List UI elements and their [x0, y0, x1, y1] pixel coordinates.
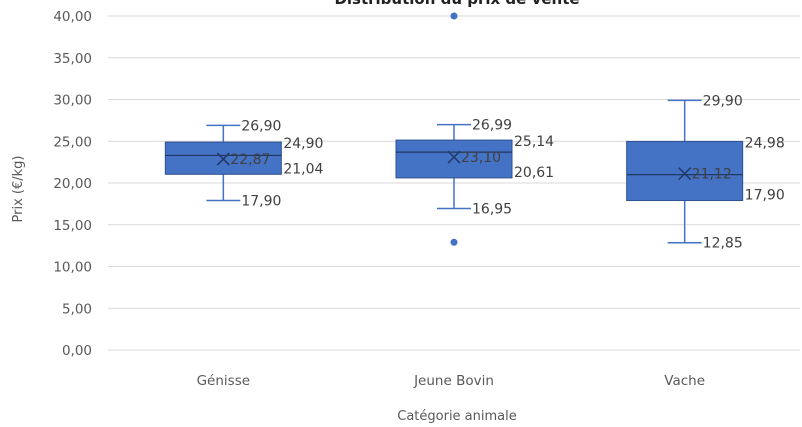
label-max: 29,90	[703, 93, 743, 109]
label-min: 16,95	[472, 201, 512, 217]
y-tick-label: 15,00	[53, 218, 92, 234]
label-mean: 22,87	[230, 152, 270, 168]
label-min: 17,90	[241, 194, 281, 210]
box-body	[395, 139, 513, 179]
x-axis-title: Catégorie animale	[397, 409, 517, 424]
boxes: 26,90 17,90 24,90 21,04 22,87 26,99 16,95 25,14…	[164, 12, 785, 252]
label-mean: 21,12	[692, 167, 732, 183]
y-axis-title: Prix (€/kg)	[11, 156, 26, 223]
x-category-label: Vache	[664, 373, 705, 389]
outlier-point	[450, 12, 458, 20]
y-tick-label: 25,00	[53, 134, 92, 150]
label-q1: 20,61	[514, 165, 554, 181]
label-max: 26,99	[472, 118, 512, 134]
outlier-point	[450, 238, 458, 246]
x-category-label: Jeune Bovin	[413, 373, 494, 389]
y-tick-label: 35,00	[53, 51, 92, 67]
mean-marker	[678, 167, 692, 181]
label-max: 26,90	[241, 118, 281, 134]
box-3: 29,90 12,85 24,98 17,90 21,12	[626, 93, 785, 252]
y-tick-label: 20,00	[53, 176, 92, 192]
y-tick-label: 10,00	[53, 260, 92, 276]
label-min: 12,85	[703, 236, 743, 252]
box-1: 26,90 17,90 24,90 21,04 22,87	[164, 118, 324, 210]
y-tick-label: 30,00	[53, 93, 92, 109]
label-mean: 23,10	[461, 150, 501, 166]
mean-marker	[216, 152, 230, 166]
x-axis-categories: Génisse Jeune Bovin Vache	[197, 373, 705, 389]
label-q3: 25,14	[514, 134, 554, 150]
chart-title: Distribution du prix de vente	[334, 0, 579, 8]
y-tick-label: 5,00	[62, 301, 92, 317]
label-q3: 24,98	[745, 135, 785, 151]
y-tick-label: 40,00	[53, 9, 92, 25]
box-2: 26,99 16,95 25,14 20,61 23,10	[395, 12, 554, 246]
label-q3: 24,90	[283, 136, 323, 152]
x-category-label: Génisse	[197, 373, 250, 389]
mean-marker	[447, 150, 461, 164]
label-q1: 21,04	[283, 161, 323, 177]
y-tick-label: 0,00	[62, 343, 92, 359]
box-body	[626, 140, 744, 202]
label-q1: 17,90	[745, 188, 785, 204]
y-axis-ticks: 0,00 5,00 10,00 15,00 20,00 25,00 30,00 35,00 40…	[53, 9, 92, 359]
